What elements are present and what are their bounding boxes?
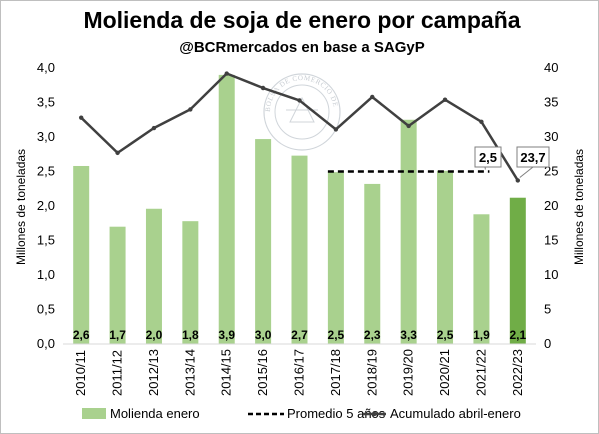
y-tick-left: 1,0	[37, 267, 55, 282]
cumulative-point	[406, 123, 411, 129]
axes-group: 0,00,51,01,52,02,53,03,54,00510152025303…	[37, 60, 559, 396]
cumulative-point	[479, 119, 484, 125]
cumulative-point	[333, 127, 339, 132]
legend-cum-marker	[372, 411, 377, 417]
y-tick-left: 4,0	[37, 60, 55, 75]
bar-2021-22	[473, 214, 490, 344]
bar-2017-18	[327, 172, 344, 344]
y-tick-left: 3,5	[37, 95, 55, 110]
y-axis-label-right: Millones de toneladas	[572, 149, 586, 265]
cumulative-point	[370, 94, 375, 100]
y-axis-label-left: Millones de toneladas	[14, 149, 28, 265]
legend-avg-label: Promedio 5 años	[287, 406, 386, 421]
y-tick-right: 40	[544, 60, 558, 75]
x-tick-label: 2015/16	[255, 349, 270, 396]
x-tick-label: 2021/22	[473, 349, 488, 396]
bar-value-label: 2,3	[364, 328, 381, 342]
bar-value-label: 3,9	[218, 328, 235, 342]
bar-value-label: 1,8	[182, 328, 199, 342]
x-tick-label: 2010/11	[73, 350, 88, 396]
bar-2014-15	[218, 74, 235, 345]
bar-2019-20	[400, 119, 417, 344]
x-tick-label: 2016/17	[292, 349, 307, 396]
y-tick-right: 0	[544, 336, 551, 351]
callout-cum-value: 23,7	[520, 150, 545, 165]
bar-value-label: 2,5	[328, 328, 345, 342]
bar-2012-13	[145, 208, 162, 344]
chart-title: Molienda de soja de enero por campaña	[83, 7, 520, 33]
bar-value-label: 2,0	[146, 328, 163, 342]
cumulative-point	[224, 71, 229, 76]
legend-bar-swatch	[82, 408, 106, 419]
cumulative-point	[515, 178, 521, 183]
bar-2018-19	[364, 183, 381, 344]
bar-value-label: 2,7	[291, 328, 308, 342]
cumulative-point	[115, 150, 120, 156]
legend: Molienda enero Promedio 5 años Acumulado a…	[82, 406, 521, 421]
callout-cum-box	[516, 146, 550, 168]
x-tick-label: 2012/13	[146, 349, 161, 396]
x-tick-label: 2019/20	[401, 349, 416, 396]
bar-2016-17	[291, 155, 308, 344]
y-tick-left: 2,5	[37, 164, 55, 179]
cumulative-point	[151, 125, 157, 131]
cumulative-point	[188, 107, 193, 112]
bar-value-label: 3,3	[400, 328, 417, 342]
bar-2022-23	[509, 197, 526, 344]
y-tick-right: 10	[544, 267, 558, 282]
bar-value-label: 3,0	[255, 328, 272, 342]
y-tick-left: 3,0	[37, 129, 55, 144]
y-tick-right: 5	[544, 302, 551, 317]
x-tick-label: 2020/21	[437, 349, 452, 396]
y-tick-left: 0,0	[37, 336, 55, 351]
callouts-group: 2,5 23,7	[474, 146, 550, 178]
bar-2010-11	[73, 165, 90, 344]
bar-value-label: 1,9	[473, 328, 490, 342]
bar-2020-21	[437, 170, 454, 344]
cumulative-point	[442, 97, 448, 102]
x-tick-label: 2014/15	[219, 349, 234, 396]
watermark-inner-ring	[274, 84, 330, 140]
bar-2015-16	[255, 139, 272, 344]
y-tick-left: 0,5	[37, 302, 55, 317]
legend-bar-label: Molienda enero	[110, 406, 200, 421]
y-tick-right: 20	[544, 198, 558, 213]
x-tick-label: 2011/12	[110, 350, 125, 396]
watermark-outer-ring	[263, 73, 341, 151]
y-tick-right: 30	[544, 129, 558, 144]
cumulative-line-group	[78, 71, 521, 183]
bars-group: 2,6 1,7 2,0 1,8 3,9 3,0 2,7 2,5 2,3 3,3 2,5 1,9 2,1	[73, 74, 526, 345]
x-tick-label: 2017/18	[328, 349, 343, 396]
bar-2013-14	[182, 221, 199, 344]
x-tick-label: 2018/19	[364, 349, 379, 396]
callout-avg-value: 2,5	[479, 150, 497, 165]
bar-value-label: 2,6	[73, 328, 90, 342]
bar-value-label: 2,1	[509, 328, 526, 342]
cumulative-point	[297, 98, 302, 103]
bar-value-label: 2,5	[437, 328, 454, 342]
y-tick-right: 35	[544, 95, 558, 110]
cumulative-point	[78, 115, 84, 120]
bar-2011-12	[109, 226, 126, 344]
callout-cum-leader	[519, 166, 534, 178]
x-tick-label: 2013/14	[182, 349, 197, 396]
bar-value-label: 1,7	[109, 328, 126, 342]
chart-subtitle: @BCRmercados en base a SAGyP	[179, 39, 425, 56]
cumulative-point	[260, 85, 266, 91]
legend-cum-label: Acumulado abril-enero	[390, 406, 521, 421]
y-tick-right: 15	[544, 233, 558, 248]
callout-avg-box	[474, 146, 502, 168]
y-tick-left: 2,0	[37, 198, 55, 213]
y-tick-left: 1,5	[37, 233, 55, 248]
x-tick-label: 2022/23	[510, 349, 525, 396]
